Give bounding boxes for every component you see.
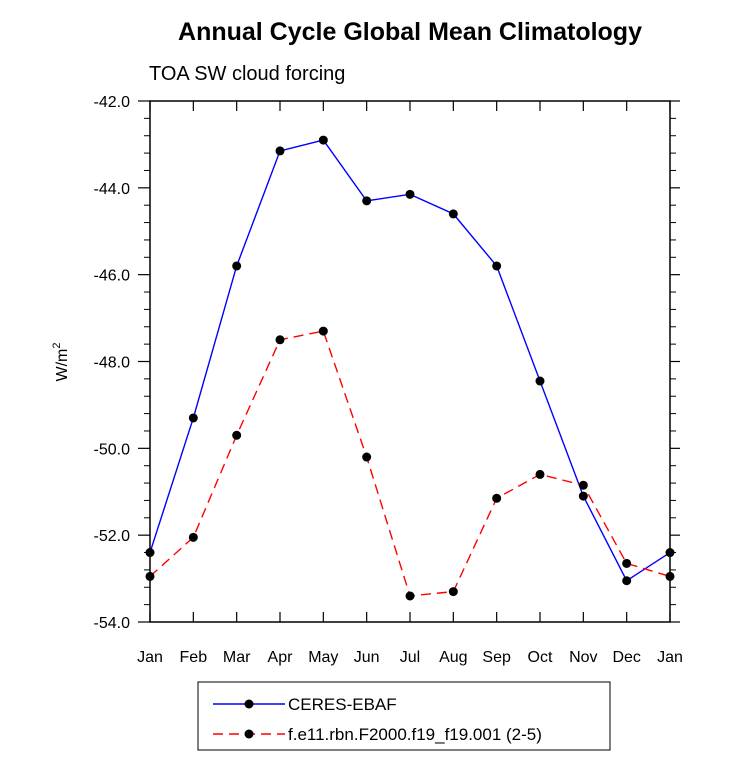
x-tick-label: Feb bbox=[180, 649, 208, 666]
legend-frame bbox=[197, 681, 611, 751]
series-1-point bbox=[232, 261, 242, 271]
series-1-point bbox=[622, 576, 632, 586]
x-tick-labels: Jan Feb Mar Apr May Jun Jul Aug Sep Oct Nov Dec Jan bbox=[137, 649, 683, 666]
series-1-point bbox=[362, 196, 372, 206]
plot-area-frame bbox=[149, 100, 671, 623]
legend-marker-1 bbox=[244, 699, 254, 709]
series-2-point bbox=[405, 591, 415, 601]
x-tick-label: Jan bbox=[137, 649, 163, 666]
x-tick-label: May bbox=[308, 649, 338, 666]
y-tick-label: -44.0 bbox=[94, 181, 131, 198]
legend-marker-2 bbox=[244, 729, 254, 739]
series-2-point bbox=[622, 558, 632, 568]
x-tick-label: Dec bbox=[612, 649, 640, 666]
series-1-point bbox=[275, 146, 285, 156]
x-tick-label: Mar bbox=[223, 649, 251, 666]
y-tick-label: -48.0 bbox=[94, 355, 131, 372]
series-1-point bbox=[578, 491, 588, 501]
x-tick-label: Jul bbox=[400, 649, 420, 666]
series-1-point bbox=[188, 413, 198, 423]
y-tick-label: -54.0 bbox=[94, 615, 131, 632]
chart-title: Annual Cycle Global Mean Climatology bbox=[178, 18, 642, 46]
y-tick-labels: -42.0 -44.0 -46.0 -48.0 -50.0 -52.0 -54.0 bbox=[94, 94, 131, 632]
series-2-point bbox=[318, 326, 328, 336]
legend-label-2: f.e11.rbn.F2000.f19_f19.001 (2-5) bbox=[288, 725, 542, 744]
series-2-point bbox=[492, 493, 502, 503]
series-2-point bbox=[448, 587, 458, 597]
y-axis-label: W/m2 bbox=[51, 343, 71, 382]
x-tick-label: Nov bbox=[569, 649, 597, 666]
series-layer bbox=[145, 135, 675, 601]
series-line-2 bbox=[149, 330, 671, 597]
series-2-point bbox=[535, 469, 545, 479]
chart-subtitle: TOA SW cloud forcing bbox=[149, 63, 345, 85]
series-1-point bbox=[405, 189, 415, 199]
x-tick-label: Sep bbox=[482, 649, 511, 666]
x-tick-label: Jun bbox=[354, 649, 380, 666]
series-1-point bbox=[492, 261, 502, 271]
y-tick-label: -50.0 bbox=[94, 441, 131, 458]
series-1-point bbox=[448, 209, 458, 219]
series-1-point bbox=[535, 376, 545, 386]
series-2-point bbox=[578, 480, 588, 490]
series-2-point bbox=[362, 452, 372, 462]
y-tick-label: -52.0 bbox=[94, 528, 131, 545]
y-axis-label-text: W/m bbox=[54, 349, 71, 382]
series-2-point bbox=[232, 430, 242, 440]
x-tick-label: Aug bbox=[439, 649, 467, 666]
legend-label-1: CERES-EBAF bbox=[288, 695, 397, 714]
x-tick-label: Jan bbox=[657, 649, 683, 666]
x-tick-label: Apr bbox=[268, 649, 294, 666]
x-tick-label: Oct bbox=[528, 649, 553, 666]
y-tick-label: -46.0 bbox=[94, 268, 131, 285]
series-line-1 bbox=[149, 139, 671, 582]
svg-text:W/m2: W/m2 bbox=[51, 343, 71, 382]
series-2-point bbox=[275, 335, 285, 345]
axis-ticks bbox=[138, 100, 680, 623]
series-2-point bbox=[188, 532, 198, 542]
y-tick-label: -42.0 bbox=[94, 94, 131, 111]
legend: CERES-EBAF f.e11.rbn.F2000.f19_f19.001 (2… bbox=[197, 681, 611, 751]
series-1-point bbox=[318, 135, 328, 145]
y-axis-label-superscript: 2 bbox=[51, 343, 63, 349]
